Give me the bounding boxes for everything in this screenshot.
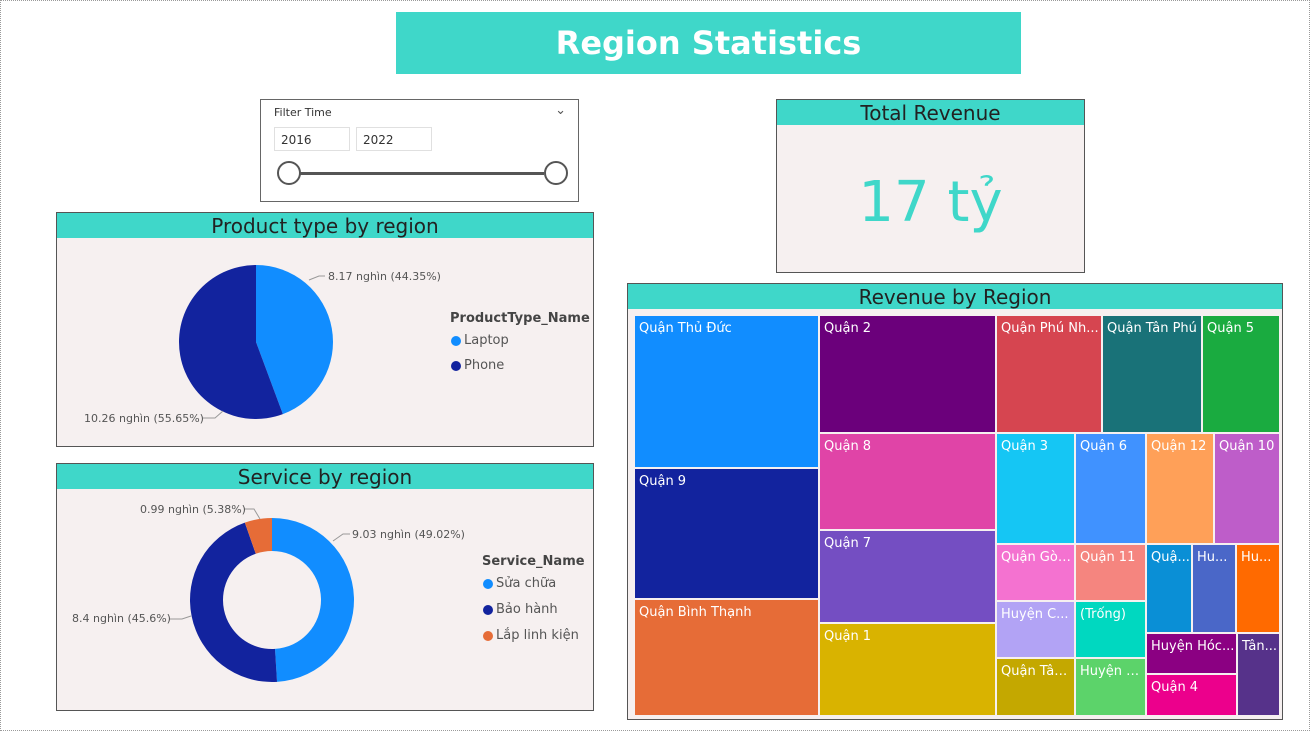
- legend-item-sua-chua[interactable]: Sửa chữa: [483, 576, 556, 591]
- treemap-tile-huyen-hoc-21[interactable]: Huyện Hóc...: [1146, 633, 1237, 674]
- legend-item-phone[interactable]: Phone: [451, 358, 504, 373]
- treemap-tile-quan-tan-23[interactable]: Quận Tân...: [996, 658, 1075, 716]
- treemap-tile-quan-9-1[interactable]: Quận 9: [634, 468, 819, 599]
- treemap-tile-quan-go-14[interactable]: Quận Gò ...: [996, 544, 1075, 601]
- pie-label-laptop: 8.17 nghìn (44.35%): [328, 270, 441, 283]
- slider-end-handle[interactable]: [544, 161, 568, 185]
- page-title: Region Statistics: [396, 12, 1021, 74]
- slider-start-handle[interactable]: [277, 161, 301, 185]
- treemap-title: Revenue by Region: [628, 284, 1282, 309]
- legend-dot-laptop: [451, 335, 461, 346]
- treemap-tile-quan-11-15[interactable]: Quận 11: [1075, 544, 1146, 601]
- treemap-tile-tan-22[interactable]: Tân...: [1237, 633, 1280, 716]
- treemap-tile-hu-17[interactable]: Hu...: [1192, 544, 1236, 633]
- treemap-tile-quan-tan-phu-8[interactable]: Quận Tân Phú: [1102, 315, 1202, 433]
- service-legend-title: Service_Name: [482, 554, 585, 569]
- treemap-tile-hu-18[interactable]: Hu...: [1236, 544, 1280, 633]
- leader-line-laptop: [308, 275, 325, 281]
- legend-item-laptop[interactable]: Laptop: [451, 333, 509, 348]
- chevron-down-icon[interactable]: ⌄: [555, 103, 566, 118]
- total-revenue-title: Total Revenue: [777, 100, 1084, 125]
- total-revenue-value: 17 tỷ: [858, 170, 1003, 235]
- legend-label-sua-chua: Sửa chữa: [496, 576, 557, 591]
- leader-line-phone: [203, 410, 224, 419]
- legend-dot-phone: [451, 360, 461, 371]
- service-chart[interactable]: Service by region 9.03 nghìn (49.02%) 8.…: [56, 463, 594, 711]
- service-donut-svg: [170, 508, 354, 682]
- slice-sua-chua[interactable]: [272, 518, 354, 682]
- total-revenue-card[interactable]: Total Revenue 17 tỷ: [776, 99, 1085, 273]
- legend-item-bao-hanh[interactable]: Bảo hành: [483, 602, 558, 617]
- treemap-tile-quan-12-12[interactable]: Quận 12: [1146, 433, 1214, 544]
- legend-label-phone: Phone: [464, 358, 505, 373]
- treemap-tile-huyen-c-19[interactable]: Huyện C...: [996, 601, 1075, 658]
- legend-label-lap-linh-kien: Lắp linh kiện: [496, 628, 579, 643]
- treemap-tile-quan-phu-nh-7[interactable]: Quận Phú Nh...: [996, 315, 1102, 433]
- legend-label-laptop: Laptop: [464, 333, 509, 348]
- treemap-tile-qua-16[interactable]: Quậ...: [1146, 544, 1192, 633]
- product-type-chart[interactable]: Product type by region 8.17 nghìn (44.35…: [56, 212, 594, 447]
- slice-phone[interactable]: [179, 265, 283, 419]
- treemap-tile-quan-8-4[interactable]: Quận 8: [819, 433, 996, 530]
- treemap-tile-quan-10-13[interactable]: Quận 10: [1214, 433, 1280, 544]
- treemap-tile-trong-20[interactable]: (Trống): [1075, 601, 1146, 658]
- legend-dot-bao-hanh: [483, 604, 493, 615]
- treemap-tile-quan-3-10[interactable]: Quận 3: [996, 433, 1075, 544]
- slice-lap-linh-kien[interactable]: [244, 518, 272, 554]
- legend-dot-lap-linh-kien: [483, 630, 493, 641]
- treemap-tile-quan-2-3[interactable]: Quận 2: [819, 315, 996, 433]
- revenue-by-region-chart[interactable]: Revenue by Region Quận Thủ Đức Quận 9 Quận…: [627, 283, 1283, 720]
- treemap-tile-quan-thu-duc-0[interactable]: Quận Thủ Đức: [634, 315, 819, 468]
- treemap-tile-quan-1-6[interactable]: Quận 1: [819, 623, 996, 716]
- donut-label-lap-linh-kien: 0.99 nghìn (5.38%): [140, 503, 246, 516]
- filter-title: Filter Time: [274, 106, 332, 119]
- treemap-tile-huyen-n-24[interactable]: Huyện N...: [1075, 658, 1146, 716]
- pie-label-phone: 10.26 nghìn (55.65%): [84, 412, 204, 425]
- legend-dot-sua-chua: [483, 578, 493, 589]
- treemap-tile-quan-binh-thanh-2[interactable]: Quận Bình Thạnh: [634, 599, 819, 716]
- legend-item-lap-linh-kien[interactable]: Lắp linh kiện: [483, 628, 579, 643]
- donut-label-sua-chua: 9.03 nghìn (49.02%): [352, 528, 465, 541]
- donut-label-bao-hanh: 8.4 nghìn (45.6%): [72, 612, 171, 625]
- leader-line-sua-chua: [332, 533, 350, 542]
- filter-start-input[interactable]: 2016: [274, 127, 350, 151]
- slider-track[interactable]: [289, 172, 544, 175]
- filter-time-slicer[interactable]: Filter Time ⌄ 2016 2022: [260, 99, 579, 202]
- filter-end-input[interactable]: 2022: [356, 127, 432, 151]
- service-chart-title: Service by region: [57, 464, 593, 489]
- leader-line-lap-linh-kien: [244, 508, 261, 520]
- treemap-tile-quan-7-5[interactable]: Quận 7: [819, 530, 996, 623]
- slice-laptop[interactable]: [256, 265, 333, 415]
- leader-line-bao-hanh: [170, 615, 192, 620]
- product-pie-svg: [179, 265, 333, 419]
- product-chart-title: Product type by region: [57, 213, 593, 238]
- legend-label-bao-hanh: Bảo hành: [496, 602, 558, 617]
- treemap-tile-quan-4-25[interactable]: Quận 4: [1146, 674, 1237, 716]
- page-title-text: Region Statistics: [555, 24, 862, 62]
- slice-bao-hanh[interactable]: [190, 522, 278, 682]
- treemap-tile-quan-5-9[interactable]: Quận 5: [1202, 315, 1280, 433]
- treemap-tile-quan-6-11[interactable]: Quận 6: [1075, 433, 1146, 544]
- product-legend-title: ProductType_Name: [450, 311, 590, 326]
